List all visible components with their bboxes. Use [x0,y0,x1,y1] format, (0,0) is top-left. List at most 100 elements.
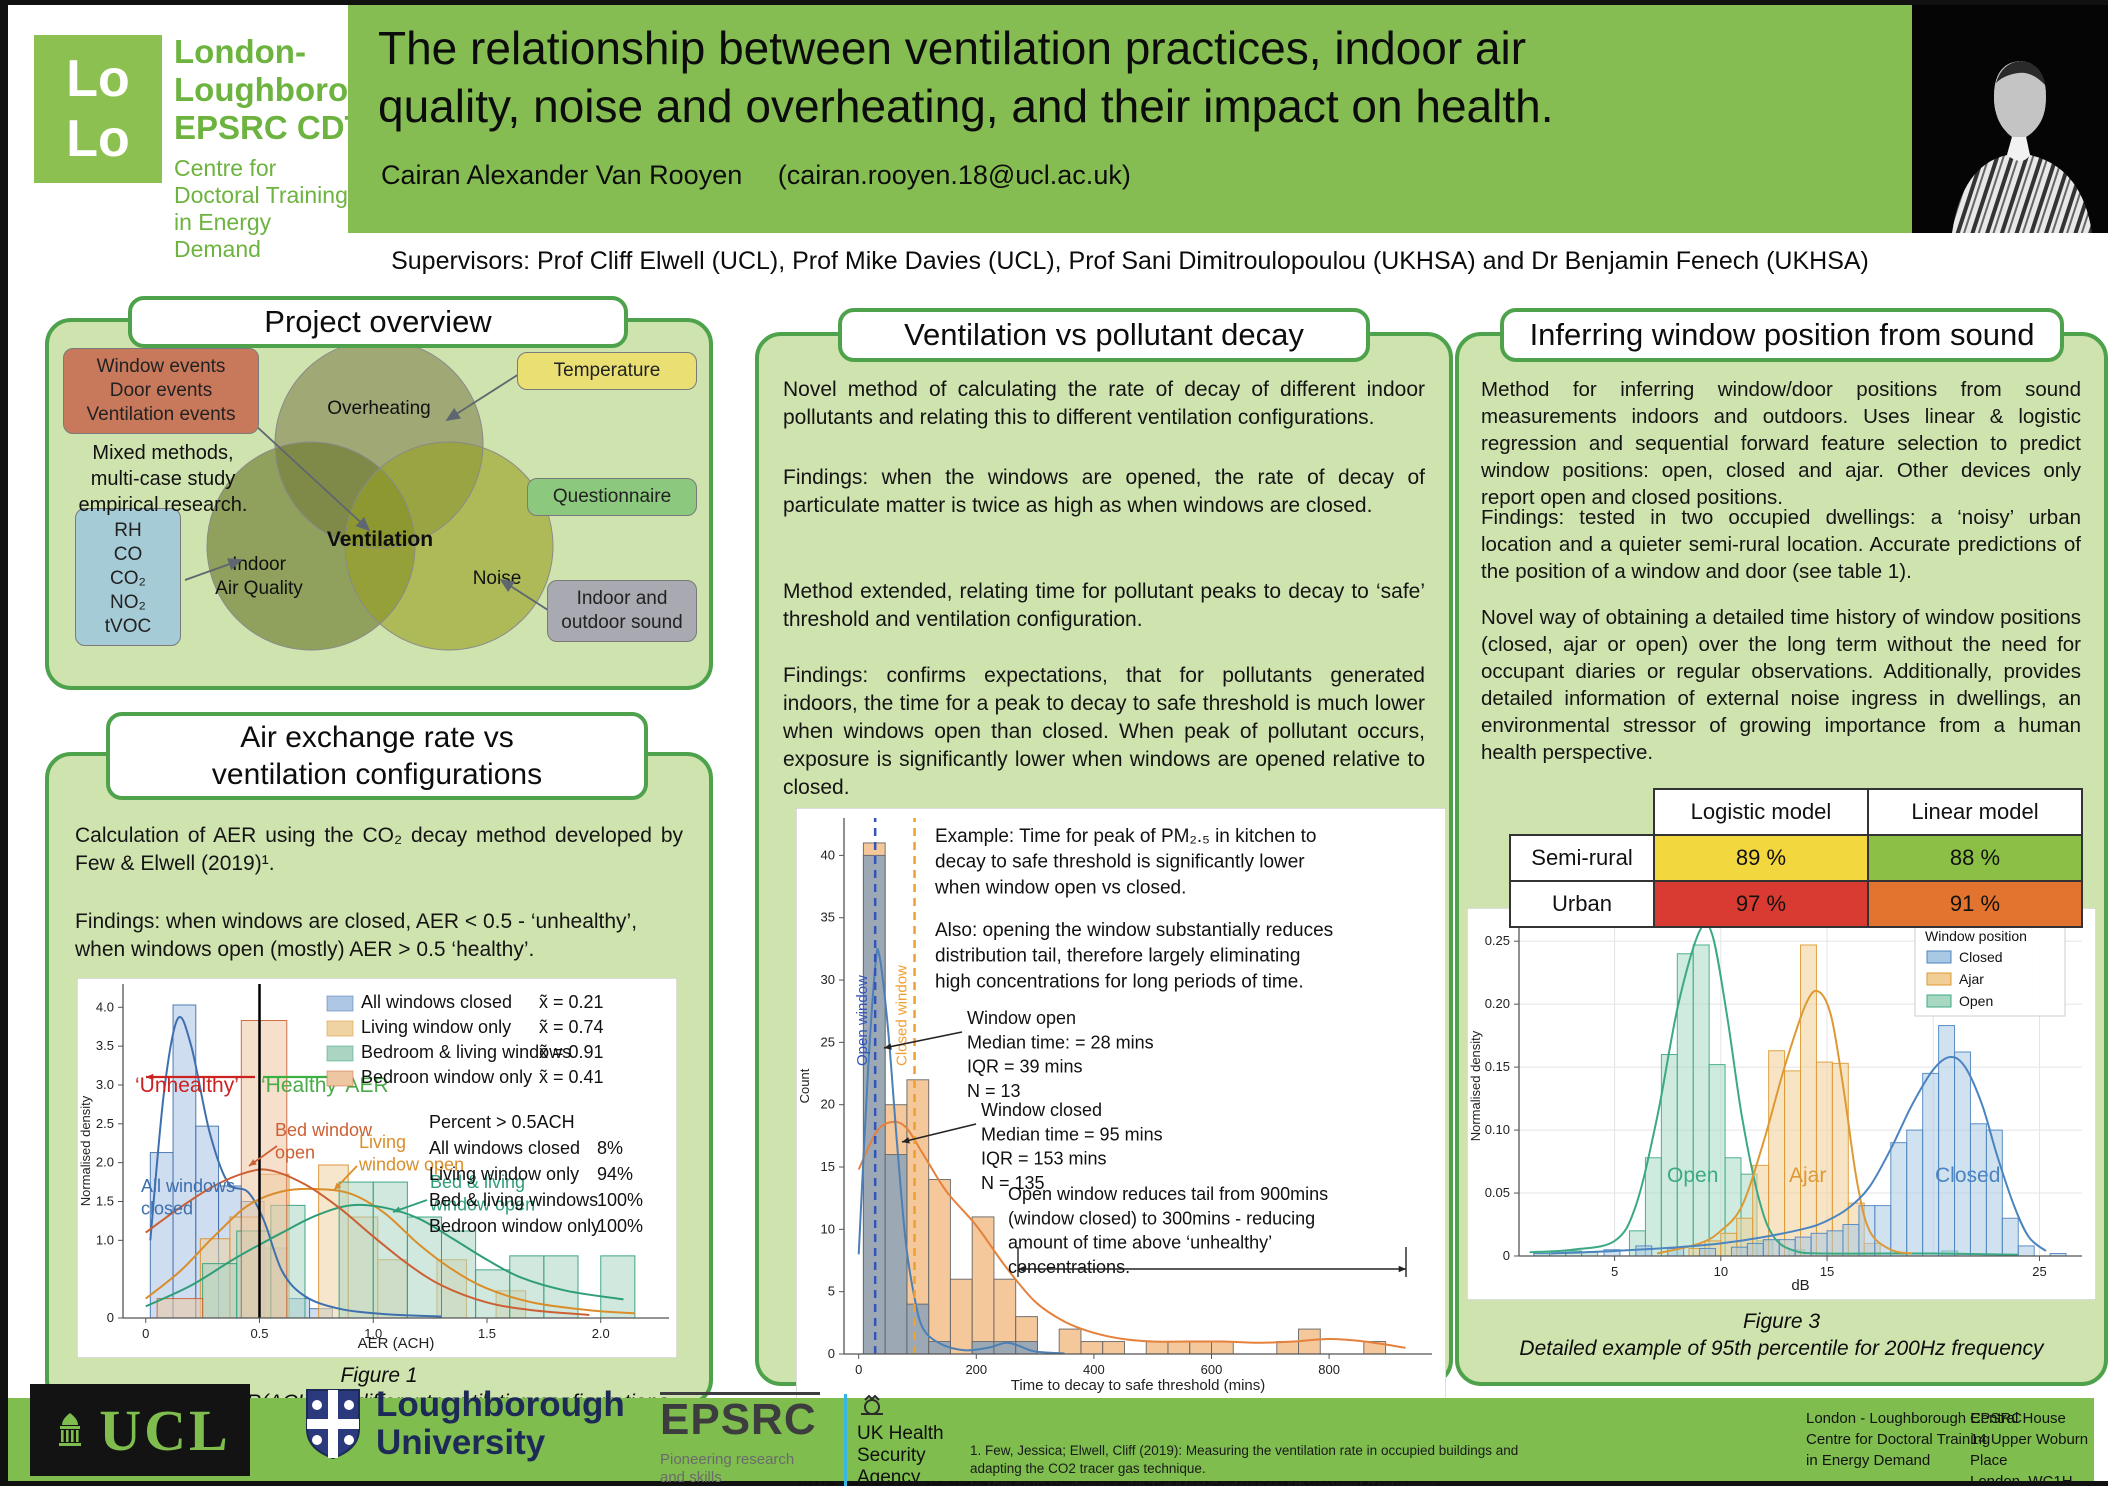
svg-text:1.5: 1.5 [96,1193,114,1208]
svg-text:2.0: 2.0 [592,1326,610,1341]
svg-text:Bedroon window only: Bedroon window only [429,1216,600,1236]
svg-text:Ajar: Ajar [1789,1164,1826,1187]
tab-decay: Ventilation vs pollutant decay [838,308,1370,362]
author-email: (cairan.rooyen.18@ucl.ac.uk) [777,160,1131,190]
figure3-chart: 5 10 15 25 0 0.05 0.10 0.15 0.20 0.25 dB Normalised… [1466,907,2097,1301]
svg-text:All windows closed: All windows closed [429,1138,580,1158]
box-temperature: Temperature [517,352,697,390]
panel-decay: Novel method of calculating the rate of … [755,332,1453,1486]
svg-text:5: 5 [828,1284,835,1299]
svg-text:Example: Time for peak of PM₂.: Example: Time for peak of PM₂.₅ in kitch… [934,826,1316,898]
svg-text:x̃ = 0.74: x̃ = 0.74 [539,1017,604,1037]
svg-text:0.15: 0.15 [1485,1059,1510,1074]
svg-text:Open window reduces tail from: Open window reduces tail from 900mins (wi… [1008,1184,1328,1277]
portrait-photo [1912,5,2108,233]
ucl-logo: UCL [30,1384,250,1476]
epsrc-logo: EPSRC Pioneering research and skills [660,1392,820,1486]
svg-text:Bed & living windows: Bed & living windows [429,1190,598,1210]
svg-text:Window position: Window position [1925,928,2027,944]
footer-band: UCL Loughborough University EPSRC Pionee… [8,1384,2094,1486]
table-header-linear: Linear model [1867,788,2083,836]
svg-text:10: 10 [821,1221,835,1236]
svg-text:15: 15 [821,1159,835,1174]
box-indoor-outdoor-sound: Indoor and outdoor sound [547,580,697,642]
poster-frame-top [0,0,2108,5]
lolo-subtitle: Centre for Doctoral Training in Energy D… [174,155,348,262]
svg-text:0: 0 [828,1346,835,1361]
svg-text:400: 400 [1083,1362,1105,1377]
table-row: Semi-rural 89 % 88 % [1509,834,2083,882]
svg-text:dB: dB [1791,1277,1809,1294]
arrow-temperature [445,373,520,421]
svg-text:0.5: 0.5 [250,1326,268,1341]
decay-paragraph-4: Findings: confirms expectations, that fo… [783,664,1425,799]
venn-label-iaq-2: Air Quality [215,578,303,599]
svg-text:100%: 100% [597,1216,643,1236]
svg-text:Bedroon window only: Bedroon window only [361,1067,532,1087]
decay-paragraph-1: Novel method of calculating the rate of … [783,378,1425,429]
venn-circle-noise [345,442,553,650]
cell-semi-rural-logistic: 89 % [1653,834,1869,882]
svg-text:1.0: 1.0 [96,1232,114,1247]
venn-label-iaq-1: Indoor [232,554,287,575]
table-header-logistic: Logistic model [1653,788,1869,836]
svg-text:Bedroom & living windows: Bedroom & living windows [361,1042,571,1062]
box-questionnaire: Questionnaire [527,478,697,516]
supervisors-line: Supervisors: Prof Cliff Elwell (UCL), Pr… [348,233,1912,289]
svg-text:600: 600 [1201,1362,1223,1377]
row-label-urban: Urban [1509,880,1655,928]
panel-project-overview: Overheating Indoor Air Quality Noise Ven… [45,318,713,690]
svg-text:20: 20 [821,1097,835,1112]
svg-text:Normalised density: Normalised density [1468,1030,1483,1141]
svg-text:0.20: 0.20 [1485,996,1510,1011]
tab-aer: Air exchange rate vs ventilation configu… [106,712,648,800]
sound-paragraph-3: Novel way of obtaining a detailed time h… [1481,606,2081,764]
svg-text:Living window only: Living window only [361,1017,511,1037]
svg-text:94%: 94% [597,1164,633,1184]
title-band: The relationship between ventilation pra… [348,5,1912,233]
epsrc-wordmark: EPSRC [660,1392,820,1445]
svg-text:1.5: 1.5 [478,1326,496,1341]
accuracy-table: Logistic model Linear model Semi-rural 8… [1509,788,2083,928]
svg-text:2.0: 2.0 [96,1155,114,1170]
svg-text:25: 25 [2032,1264,2046,1279]
decay-paragraph-3: Method extended, relating time for pollu… [783,580,1425,631]
svg-text:0.25: 0.25 [1485,933,1510,948]
svg-text:Open window: Open window [854,975,871,1066]
footer-cdt-address: London - Loughborough EPSRC Centre for D… [1806,1410,2022,1469]
svg-text:Closed window: Closed window [894,965,911,1066]
cell-urban-logistic: 97 % [1653,880,1869,928]
svg-text:Open: Open [1959,993,1993,1009]
venn-label-ventilation: Ventilation [327,528,433,551]
svg-text:Closed: Closed [1959,949,2003,965]
box-sensors: RH CO CO₂ NO₂ tVOC [75,508,181,646]
poster-title: The relationship between ventilation pra… [378,22,1554,132]
author-name: Cairan Alexander Van Rooyen [381,160,743,190]
svg-text:40: 40 [821,847,835,862]
svg-text:‘Unhealthy’: ‘Unhealthy’ [135,1074,239,1097]
svg-text:Percent > 0.5ACH: Percent > 0.5ACH [429,1112,575,1132]
figure1-box: 0 0.5 1.0 1.5 2.0 0 1.0 1.5 2.0 2.5 3.0 3.5 4.0 AER (… [76,977,678,1359]
cell-semi-rural-linear: 88 % [1867,834,2083,882]
svg-text:x̃ = 0.91: x̃ = 0.91 [539,1042,604,1062]
svg-text:Time to decay to safe threshol: Time to decay to safe threshold (mins) [1011,1377,1266,1394]
svg-text:8%: 8% [597,1138,623,1158]
svg-text:0.10: 0.10 [1485,1122,1510,1137]
arrow-sensors [184,558,243,581]
table-row: Urban 97 % 91 % [1509,880,2083,928]
poster-frame-bottom [0,1481,2108,1486]
portrait-illustration [1912,5,2108,233]
sound-paragraph-1: Method for inferring window/door positio… [1481,378,2081,509]
arrow-sound [499,579,552,613]
footer-postal-address: Central House 14 Upper Woburn Place Lond… [1970,1410,2089,1486]
svg-text:‘Healthy’ AER: ‘Healthy’ AER [261,1074,389,1097]
svg-text:10: 10 [1714,1264,1728,1279]
aer-paragraph-2: Findings: when windows are closed, AER <… [75,910,638,961]
figure2-box: Open window Closed window 0 200 400 600 800 0 5 1… [795,807,1447,1401]
arrow-window-events [253,423,371,532]
svg-text:Closed: Closed [1935,1164,2000,1187]
sound-paragraph-2: Findings: tested in two occupied dwellin… [1481,506,2081,583]
